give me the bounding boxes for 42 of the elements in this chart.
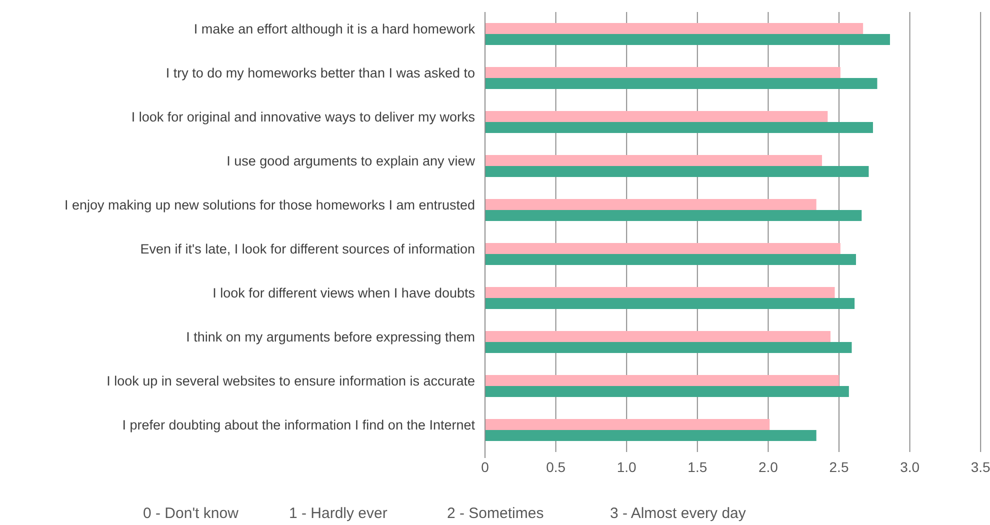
y-tick-label: I think on my arguments before expressing them (186, 330, 475, 344)
bar (485, 23, 864, 34)
bar (485, 298, 855, 309)
bar (485, 331, 831, 342)
bar (485, 166, 869, 177)
bar (485, 243, 840, 254)
y-tick-label: I use good arguments to explain any view (226, 154, 476, 168)
x-tick-label: 1.0 (616, 459, 637, 475)
bar (485, 342, 852, 353)
bar (485, 254, 856, 265)
x-tick-label: 3.5 (970, 459, 990, 475)
x-tick-label: 0.5 (546, 459, 566, 475)
bar (485, 78, 878, 89)
y-tick-label: I prefer doubting about the information I find on the Internet (122, 418, 476, 432)
y-tick-label: I look for original and innovative ways to deliver my works (131, 110, 476, 124)
y-tick-label: I look for different views when I have doubts (212, 286, 476, 300)
text: 1 - Hardly ever (289, 505, 388, 522)
bar (485, 155, 822, 166)
y-tick-label: I look up in several websites to ensure information is accurate (106, 374, 475, 388)
x-tick-label: 2.0 (758, 459, 778, 475)
y-tick-label: Even if it's late, I look for different sources of information (140, 242, 475, 256)
bar (485, 430, 816, 441)
x-tick-label: 1.5 (688, 459, 708, 475)
bar (485, 210, 862, 221)
x-tick-label: 2.5 (829, 459, 849, 475)
bar (485, 419, 770, 430)
bar (485, 375, 839, 386)
bar (485, 122, 873, 133)
x-tick-label: 3.0 (900, 459, 920, 475)
text: 3 - Almost every day (610, 505, 746, 522)
x-tick-label: 0 (481, 459, 490, 475)
y-tick-label: I enjoy making up new solutions for those homeworks I am entrusted (64, 198, 475, 212)
y-tick-label: I try to do my homeworks better than I was asked to (166, 66, 475, 80)
bar (485, 386, 849, 397)
text: 0 - Don't know (143, 505, 239, 522)
bar (485, 67, 840, 78)
y-tick-label: I make an effort although it is a hard homework (194, 22, 476, 36)
bar (485, 34, 890, 45)
bar (485, 287, 835, 298)
text: 2 - Sometimes (447, 505, 544, 522)
bar (485, 111, 828, 122)
bar (485, 199, 816, 210)
